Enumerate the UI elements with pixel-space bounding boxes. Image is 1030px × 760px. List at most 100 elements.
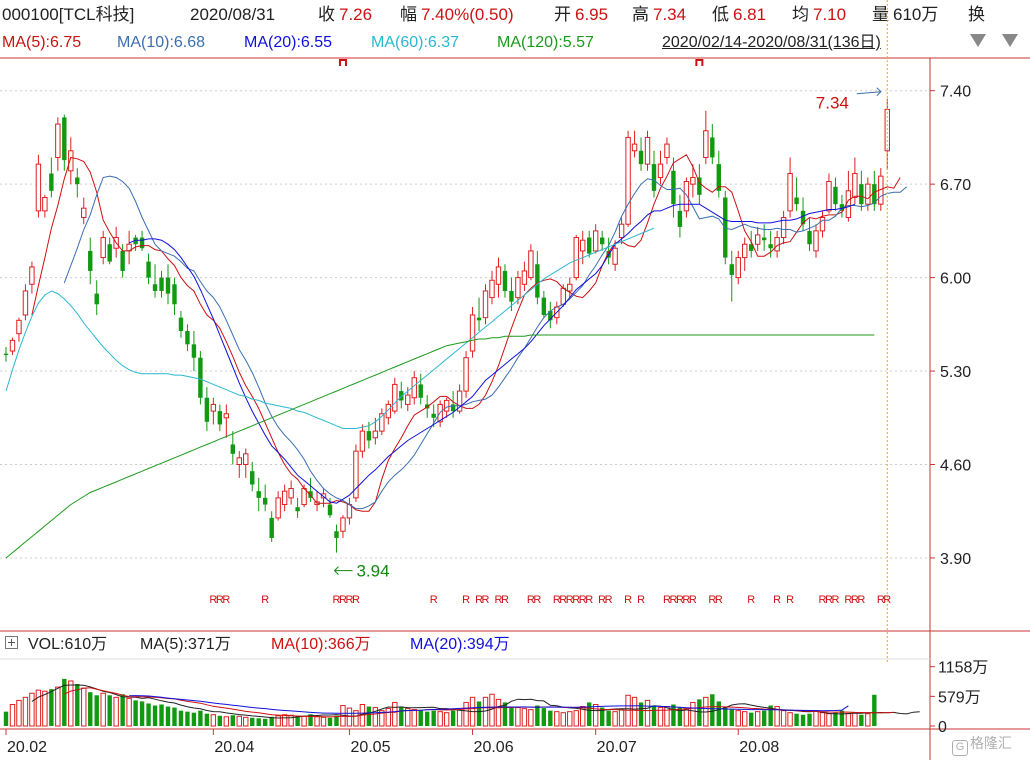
close-label: 收 xyxy=(318,5,335,24)
stock-code-name: 000100[TCL科技] xyxy=(2,5,135,24)
r-marker: R xyxy=(825,594,833,606)
volume-bar xyxy=(826,713,832,727)
r-marker: R xyxy=(566,594,574,606)
ma10-legend: MA(10):6.68 xyxy=(117,34,206,51)
candle-body xyxy=(592,230,599,252)
volume-bar xyxy=(236,715,242,727)
candle-body xyxy=(399,391,404,401)
candle-body xyxy=(275,497,281,519)
vol-ma5-legend: MA(5):371万 xyxy=(140,636,231,653)
volume-bar xyxy=(852,712,858,727)
volume-bar xyxy=(281,714,288,727)
volume-bar xyxy=(631,696,638,727)
volume-bar xyxy=(35,689,42,727)
candle-body xyxy=(638,150,644,165)
candle xyxy=(580,230,586,265)
candle xyxy=(75,168,80,198)
volume-bar xyxy=(437,711,443,727)
candle-body xyxy=(664,143,670,158)
candle xyxy=(16,317,22,342)
volume-bar xyxy=(185,711,190,726)
candle-body xyxy=(580,239,586,252)
vol-ma5-line xyxy=(31,684,920,719)
candle-body xyxy=(509,290,514,302)
range-dropdown-icon[interactable] xyxy=(970,34,986,47)
date-range[interactable]: 2020/02/14-2020/08/31(136日) xyxy=(662,34,881,51)
r-marker: R xyxy=(352,594,360,606)
candle xyxy=(418,373,423,405)
candle xyxy=(379,408,385,436)
candle xyxy=(256,477,261,512)
volume-bar xyxy=(126,697,132,727)
volume-bar xyxy=(671,704,676,726)
candle xyxy=(780,210,787,245)
candle xyxy=(159,270,164,298)
volume-panel-toggle-icon[interactable] xyxy=(5,636,18,649)
candle-body xyxy=(774,237,780,252)
candle-body xyxy=(172,284,177,305)
r-marker: R xyxy=(475,594,483,606)
r-marker: R xyxy=(585,594,593,606)
candle xyxy=(677,194,683,238)
candle xyxy=(425,395,430,418)
candle xyxy=(437,400,443,428)
candle-body xyxy=(198,357,203,398)
candle xyxy=(469,306,476,358)
candle-body xyxy=(787,172,793,212)
volume-bar xyxy=(599,707,605,726)
candle-body xyxy=(845,190,852,219)
candle xyxy=(742,237,748,271)
vol-value-legend: VOL:610万 xyxy=(28,636,108,653)
volume-bar xyxy=(780,710,787,727)
high-annotation-label: 7.34 xyxy=(816,94,849,113)
volume-bar xyxy=(198,710,203,726)
volume-bar xyxy=(314,716,320,727)
candle xyxy=(269,511,274,542)
volume-bar xyxy=(541,708,547,726)
candle xyxy=(521,261,528,291)
turnover-label: 换 xyxy=(968,5,985,24)
volume-bar xyxy=(411,709,417,727)
candle xyxy=(587,230,592,258)
time-axis-label: 20.04 xyxy=(214,739,254,756)
price-tick-label: 3.90 xyxy=(940,551,971,568)
period-dropdown-icon[interactable] xyxy=(1002,34,1018,47)
ma5-line xyxy=(31,154,901,512)
change-value: 7.40%(0.50) xyxy=(421,5,514,24)
candle xyxy=(62,114,67,171)
volume-tick-label: 579万 xyxy=(938,689,981,706)
candle-body xyxy=(9,339,16,352)
candle xyxy=(126,230,132,265)
candle xyxy=(107,237,112,265)
volume-bar xyxy=(334,715,339,726)
candle xyxy=(165,264,171,305)
candle xyxy=(794,177,799,211)
vol-ma20-legend: MA(20):394万 xyxy=(410,636,510,653)
candle xyxy=(671,157,676,218)
volume-bar xyxy=(754,711,761,727)
candle xyxy=(710,124,715,165)
volume-bar xyxy=(528,709,534,727)
candle xyxy=(800,197,806,231)
candle-body xyxy=(392,383,398,412)
candle-body xyxy=(819,217,826,232)
candle xyxy=(535,250,540,305)
time-axis-label: 20.07 xyxy=(597,739,637,756)
candle-body xyxy=(139,237,145,249)
candle-body xyxy=(599,237,605,245)
candle xyxy=(754,226,761,251)
volume-bar xyxy=(482,696,489,727)
candle xyxy=(281,484,288,512)
volume-bar xyxy=(865,713,871,727)
candle-body xyxy=(671,170,676,205)
watermark: G 格隆汇 xyxy=(952,733,1012,756)
candle xyxy=(651,150,657,198)
ma10-line xyxy=(63,175,908,510)
ma60-legend: MA(60):6.37 xyxy=(371,34,460,51)
candle xyxy=(463,351,469,398)
volume-bar xyxy=(761,710,767,726)
low-value: 6.81 xyxy=(733,5,767,24)
candle xyxy=(263,484,268,512)
volume-bar xyxy=(567,711,573,727)
